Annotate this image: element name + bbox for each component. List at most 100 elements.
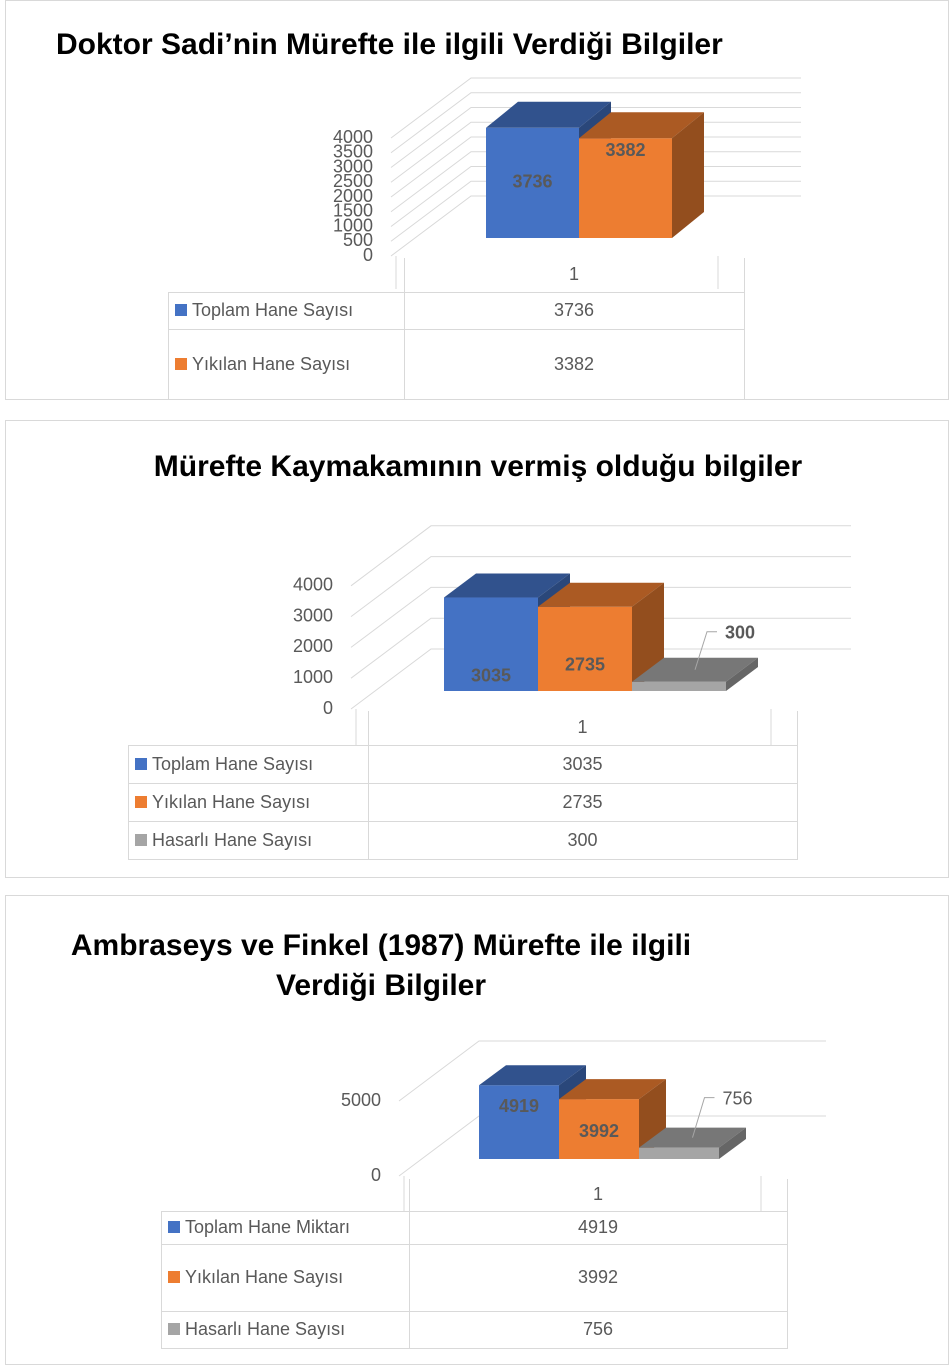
- table-row: Toplam Hane Sayısı 3736: [168, 291, 745, 330]
- value-label: 3382: [605, 140, 645, 160]
- grid-line: [350, 556, 851, 618]
- value-label: 4919: [499, 1096, 539, 1116]
- bar: [538, 582, 664, 691]
- grid-line: [350, 586, 851, 648]
- y-tick-label: 0: [371, 1165, 381, 1185]
- bar-top: [486, 101, 611, 128]
- bar-top: [579, 112, 704, 139]
- legend-label: Toplam Hane Miktarı: [185, 1217, 351, 1237]
- chart-title: Ambraseys ve Finkel (1987) Mürefte ile i…: [70, 929, 692, 1002]
- table-row: Hasarlı Hane Sayısı 756: [161, 1310, 788, 1349]
- bar-side: [672, 112, 704, 238]
- grid-line: [350, 525, 851, 587]
- y-tick-label: 1000: [333, 215, 373, 235]
- bar-top: [479, 1065, 586, 1086]
- grid-line: [390, 92, 801, 154]
- bar-front: [444, 597, 538, 691]
- chart-title: Mürefte Kaymakamının vermiş olduğu bilgi…: [153, 450, 803, 483]
- y-tick-label: 5000: [341, 1090, 381, 1110]
- y-tick-label: 3000: [333, 156, 373, 176]
- category-label: 1: [408, 1179, 788, 1211]
- bar-top: [559, 1079, 666, 1100]
- bar: [639, 1127, 746, 1159]
- bar-side: [719, 1127, 746, 1159]
- table-spacer: [129, 711, 369, 745]
- legend-label: Hasarlı Hane Sayısı: [152, 829, 313, 850]
- category-label: 1: [367, 711, 798, 745]
- y-tick-label: 3500: [333, 142, 373, 162]
- bar: [632, 657, 758, 691]
- category-label: 1: [403, 258, 745, 292]
- grid-line: [350, 617, 851, 679]
- table-row: Toplam Hane Sayısı 3035: [128, 744, 798, 784]
- bar-side: [726, 657, 758, 691]
- chart-panel: Ambraseys ve Finkel (1987) Mürefte ile i…: [5, 895, 949, 1365]
- value-label: 3992: [579, 1121, 619, 1141]
- legend-label: Toplam Hane Sayısı: [192, 300, 354, 320]
- table-value: 3992: [408, 1243, 788, 1312]
- leader-line: [692, 1097, 715, 1138]
- legend-cell: Toplam Hane Sayısı: [128, 744, 369, 784]
- table-row: Toplam Hane Miktarı 4919: [161, 1210, 788, 1245]
- table-value: 300: [367, 820, 798, 860]
- legend-label: Yıkılan Hane Sayısı: [152, 791, 311, 812]
- bar-front: [538, 606, 632, 691]
- y-tick-label: 500: [343, 230, 373, 250]
- legend-cell: Hasarlı Hane Sayısı: [161, 1310, 410, 1349]
- y-tick-label: 0: [363, 245, 373, 265]
- y-tick-label: 1000: [293, 667, 333, 687]
- bar: [579, 112, 704, 238]
- data-table: 1 Toplam Hane Sayısı 3736 Yıkılan Hane Sayı…: [168, 258, 745, 399]
- table-spacer: [162, 1179, 410, 1211]
- chart-panel: Mürefte Kaymakamının vermiş olduğu bilgi…: [5, 420, 949, 878]
- table-header-row: 1: [129, 711, 798, 745]
- y-tick-label: 3000: [293, 605, 333, 625]
- value-label: 2735: [565, 654, 605, 674]
- y-tick-label: 2000: [293, 636, 333, 656]
- chart-title: Doktor Sadi’nin Mürefte ile ilgili Verdi…: [56, 28, 723, 61]
- bar-front: [639, 1147, 719, 1159]
- chart: 0 1000 2000 3000 4000 3035 2735 300: [293, 525, 851, 745]
- legend-swatch: [175, 304, 187, 316]
- bar-top: [444, 573, 570, 598]
- legend-swatch: [168, 1271, 180, 1283]
- value-label: 3035: [471, 666, 511, 686]
- legend-label: Toplam Hane Sayısı: [152, 753, 314, 774]
- table-header-row: 1: [169, 258, 745, 292]
- legend-swatch: [135, 757, 147, 770]
- table-row: Hasarlı Hane Sayısı 300: [128, 820, 798, 860]
- grid-line: [390, 77, 801, 139]
- y-tick-label: 0: [323, 698, 333, 718]
- leader-line: [694, 631, 717, 670]
- data-table: 1 Toplam Hane Sayısı 3035 Yıkılan Hane Sayı…: [128, 711, 798, 860]
- bar-top: [639, 1127, 746, 1148]
- legend-cell: Toplam Hane Miktarı: [161, 1210, 410, 1245]
- legend-cell: Yıkılan Hane Sayısı: [161, 1243, 410, 1312]
- table-value: 756: [408, 1310, 788, 1349]
- table-row: Yıkılan Hane Sayısı 3992: [161, 1243, 788, 1312]
- chart: 0 5000 4919 3992 756: [341, 1040, 826, 1211]
- legend-cell: Toplam Hane Sayısı: [168, 291, 405, 330]
- y-tick-label: 1500: [333, 201, 373, 221]
- grid-line: [398, 1040, 826, 1102]
- legend-swatch: [135, 795, 147, 808]
- legend-label: Yıkılan Hane Sayısı: [192, 353, 351, 374]
- legend-label: Yıkılan Hane Sayısı: [185, 1267, 344, 1287]
- bar-front: [559, 1099, 639, 1159]
- bar-top: [632, 657, 758, 682]
- grid-line: [390, 107, 801, 168]
- data-table: 1 Toplam Hane Miktarı 4919 Yıkılan Hane Say…: [161, 1179, 788, 1349]
- value-label: 3736: [512, 172, 552, 192]
- table-spacer: [169, 258, 405, 292]
- legend-cell: Hasarlı Hane Sayısı: [128, 820, 369, 860]
- grid-line: [350, 648, 851, 710]
- value-label: 300: [725, 623, 755, 643]
- table-value: 3035: [367, 744, 798, 784]
- bar-front: [479, 1085, 559, 1159]
- y-tick-label: 2500: [333, 171, 373, 191]
- legend-swatch: [168, 1323, 180, 1335]
- table-value: 3736: [403, 291, 745, 330]
- legend-label: Hasarlı Hane Sayısı: [185, 1319, 346, 1339]
